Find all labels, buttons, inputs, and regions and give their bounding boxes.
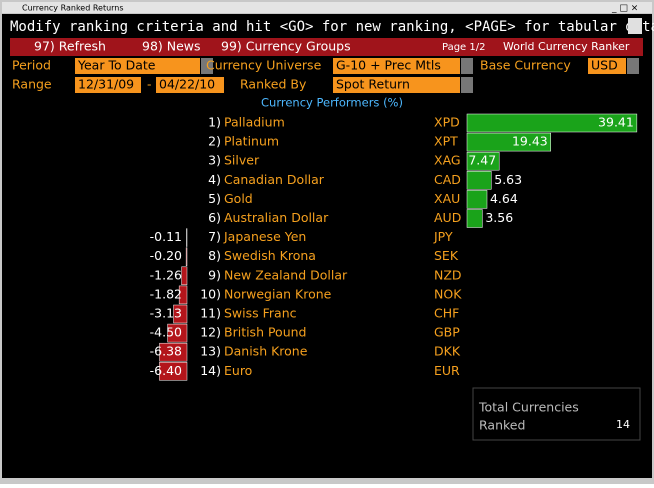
currency-code: JPY	[433, 229, 453, 244]
currency-name: Silver	[224, 153, 260, 168]
currency-code: EUR	[434, 363, 460, 378]
dropdown[interactable]	[461, 58, 473, 74]
currency-name: Swiss Franc	[224, 306, 297, 321]
currency-name: New Zealand Dollar	[224, 267, 348, 282]
currency-code: AUD	[434, 210, 461, 225]
currency-name: Gold	[224, 191, 253, 206]
currency-code: SEK	[434, 248, 459, 263]
currency-code: XAG	[434, 153, 461, 168]
chart-title: Currency Performers (%)	[261, 96, 403, 110]
value-label: -6.38	[150, 344, 182, 359]
value-label: -0.20	[150, 248, 182, 263]
field-value: G-10 + Prec Mtls	[336, 58, 441, 73]
field-value: 04/22/10	[159, 77, 215, 92]
rank: 11)	[200, 306, 221, 321]
dropdown[interactable]	[461, 77, 473, 93]
menu-item[interactable]: 98) News	[142, 39, 201, 54]
command-line[interactable]: Modify ranking criteria and hit <GO> for…	[10, 19, 654, 35]
dropdown[interactable]	[627, 58, 639, 74]
label: Base Currency	[480, 58, 571, 73]
separator: -	[147, 77, 152, 92]
label: Range	[12, 77, 52, 92]
rank: 8)	[208, 248, 221, 263]
rank: 3)	[208, 153, 221, 168]
bar	[182, 267, 187, 285]
currency-code: XPT	[434, 134, 458, 149]
currency-code: XPD	[434, 115, 460, 130]
currency-name: Danish Krone	[224, 344, 308, 359]
currency-code: DKK	[434, 344, 461, 359]
rank: 1)	[208, 115, 221, 130]
value-label: 39.41	[598, 115, 634, 130]
value-label: 5.63	[494, 172, 522, 187]
bar	[467, 210, 482, 228]
window-title: Currency Ranked Returns	[22, 4, 124, 13]
value-label: -3.13	[150, 306, 182, 321]
currency-code: XAU	[434, 191, 460, 206]
rank: 12)	[200, 325, 221, 340]
field-value: USD	[591, 58, 618, 73]
currency-code: CHF	[434, 306, 459, 321]
summary-label: Total Currencies	[478, 400, 579, 415]
rank: 6)	[208, 210, 221, 225]
bar	[186, 248, 187, 266]
currency-name: Australian Dollar	[224, 210, 329, 225]
value-label: -1.82	[150, 286, 182, 301]
summary-label: Ranked	[479, 418, 525, 433]
value-label: -0.11	[150, 229, 182, 244]
currency-name: Norwegian Krone	[224, 286, 332, 301]
currency-name: Platinum	[224, 134, 279, 149]
page-number: Page 1/2	[442, 42, 485, 53]
currency-code: NOK	[434, 286, 462, 301]
field-value: Year To Date	[77, 58, 156, 73]
value-label: 7.47	[468, 153, 496, 168]
summary-count: 14	[616, 418, 630, 431]
currency-name: Japanese Yen	[223, 229, 306, 244]
icon[interactable]	[628, 18, 642, 34]
currency-name: Euro	[224, 363, 252, 378]
rank: 13)	[200, 344, 221, 359]
window-controls[interactable]: _ □ ×	[611, 4, 638, 14]
rank: 9)	[208, 267, 221, 282]
label: Ranked By	[240, 77, 307, 92]
value-label: -1.26	[150, 267, 182, 282]
bar	[467, 190, 487, 208]
menu-item[interactable]: 99) Currency Groups	[221, 39, 351, 54]
bar	[467, 171, 491, 189]
rank: 5)	[208, 191, 221, 206]
field-value: Spot Return	[336, 77, 410, 92]
currency-name: Swedish Krona	[224, 248, 316, 263]
value-label: 19.43	[512, 134, 548, 149]
rank: 2)	[208, 134, 221, 149]
label: Period	[12, 58, 51, 73]
currency-code: NZD	[434, 267, 462, 282]
screen-title: World Currency Ranker	[503, 40, 630, 53]
currency-name: Palladium	[224, 115, 285, 130]
value-label: -6.40	[150, 363, 182, 378]
field-value: 12/31/09	[78, 77, 134, 92]
value-label: 3.56	[485, 210, 513, 225]
rank: 4)	[208, 172, 221, 187]
currency-name: Canadian Dollar	[224, 172, 325, 187]
rank: 7)	[208, 229, 221, 244]
currency-code: CAD	[434, 172, 461, 187]
currency-code: GBP	[434, 325, 460, 340]
value-label: 4.64	[490, 191, 518, 206]
rank: 10)	[200, 286, 221, 301]
value-label: -4.50	[150, 325, 182, 340]
label: Currency Universe	[206, 58, 322, 73]
currency-name: British Pound	[224, 325, 307, 340]
rank: 14)	[200, 363, 221, 378]
menu-item[interactable]: 97) Refresh	[34, 39, 106, 54]
